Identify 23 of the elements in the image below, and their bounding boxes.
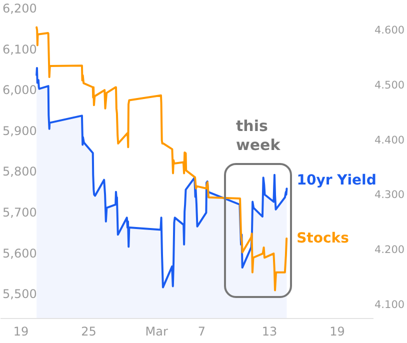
x-tick-label: 19 (330, 324, 345, 338)
x-tick-label: 19 (13, 324, 29, 338)
y-tick-label: 6,200 (2, 2, 37, 16)
y-tick-label: 6,000 (2, 83, 37, 98)
x-tick-label: 25 (81, 324, 96, 338)
y2-tick-label: 4.600 (374, 24, 405, 37)
annotation: this week (236, 117, 282, 155)
y-tick-label: 5,800 (2, 164, 37, 179)
x-tick-label: 13 (262, 324, 278, 338)
y-tick-label: 5,600 (2, 246, 37, 260)
series-label: 10yr Yield (296, 172, 376, 189)
y-tick-label: 5,900 (2, 124, 37, 138)
y2-tick-label: 4.100 (374, 298, 405, 311)
y2-tick-label: 4.400 (374, 134, 405, 146)
y-tick-label: 5,700 (2, 206, 37, 220)
x-tick-label: 7 (198, 324, 206, 338)
y2-tick-label: 4.500 (374, 79, 405, 92)
x-tick-label: Mar (145, 324, 168, 338)
y-tick-label: 6,100 (2, 42, 37, 56)
y2-tick-label: 4.300 (374, 189, 405, 202)
series-label: Stocks (296, 230, 349, 246)
y2-tick-label: 4.200 (374, 244, 405, 256)
y-tick-label: 5,500 (2, 287, 37, 302)
